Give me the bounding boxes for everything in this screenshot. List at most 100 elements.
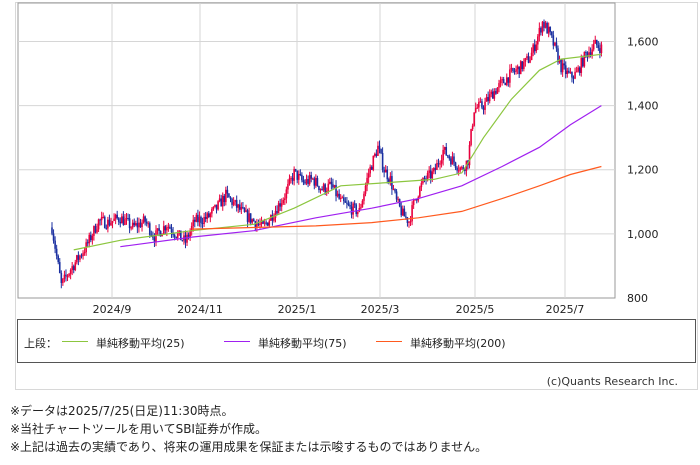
candle-body [229,197,232,199]
candle-body [318,186,320,190]
candle-body [207,213,210,218]
candle-body [375,153,378,156]
candle-body [235,200,238,208]
candle-body [200,216,202,224]
candle-body [74,262,77,271]
candle-body [535,44,538,52]
candle-body [268,220,271,226]
candle-body [212,206,215,210]
candle-body [442,149,444,161]
candle-body [481,101,483,108]
candle-body [505,77,508,86]
candle-body [493,91,496,99]
candle-body [119,221,122,224]
candle-body [555,42,558,49]
candle-body [476,107,479,109]
candle-body [498,83,500,88]
candle-body [117,218,120,222]
candle-body [507,77,510,83]
candle-body [515,69,517,72]
candle-body [470,129,472,146]
candle-body [360,207,362,209]
note-3: ※上記は過去の実績であり、将来の運用成果を保証または示唆するものではありません。 [10,440,488,454]
candle-body [147,223,150,225]
candle-body [471,125,474,130]
y-tick-label: 1,200 [627,164,659,177]
candle-body [561,63,564,73]
candle-body [474,108,477,113]
candle-body [276,211,278,214]
candle-body [389,176,392,182]
candle-body [585,51,587,53]
candle-body [589,52,592,56]
legend-swatch-ma25 [62,341,88,342]
candle-body [428,170,430,173]
candle-body [403,208,406,217]
candle-body [488,94,491,102]
candle-body [510,68,513,70]
candle-body [433,168,435,172]
candle-body [125,217,128,220]
candle-body [83,252,86,254]
candle-body [355,204,358,215]
candle-body [127,217,129,219]
candle-body [136,223,139,228]
candle-body [448,156,451,159]
candle-body [464,169,466,171]
candle-body [395,191,398,200]
candle-body [226,189,229,194]
candle-body [378,145,381,149]
candle-body [516,66,519,70]
candle-body [176,233,179,238]
candle-body [558,59,561,63]
candle-body [204,216,207,219]
candle-body [214,204,216,207]
candle-body [431,171,434,179]
candle-body [69,270,72,274]
candle-body [282,200,285,204]
candle-body [102,216,105,218]
candle-body [65,274,67,277]
candle-body [566,70,569,75]
candle-body [159,231,162,237]
candle-body [547,26,550,34]
candle-body [223,195,226,203]
candle-body [361,200,364,208]
candle-body [459,167,462,171]
candle-body [381,152,384,170]
candle-body [131,222,134,228]
candle-body [412,200,415,206]
candle-body [301,174,303,181]
candle-body [76,255,78,263]
candle-body [564,65,567,75]
candle-body [583,51,586,67]
candle-body [304,182,306,184]
candle-body [575,71,578,73]
candle-body [211,209,213,214]
candle-body [108,219,111,226]
candle-body [502,79,505,84]
candle-body [487,97,489,102]
candle-body [260,220,263,224]
candle-body [107,219,109,229]
candle-body [80,255,83,257]
candle-body [322,184,325,191]
candle-body [450,158,452,165]
candle-body [266,222,269,226]
candle-body [166,227,168,231]
x-tick-label: 2024/9 [93,303,132,316]
candle-body [543,21,545,28]
candle-body [406,217,409,223]
candle-body [338,193,340,199]
candle-body [111,220,114,223]
candle-body [232,201,235,205]
candle-body [57,255,60,263]
candle-body [280,203,283,207]
candle-body [110,222,112,226]
candle-body [184,235,187,243]
candle-body [595,39,598,46]
candle-body [485,97,488,102]
candle-body [434,168,437,170]
candle-body [384,169,387,173]
candle-body [346,202,348,204]
